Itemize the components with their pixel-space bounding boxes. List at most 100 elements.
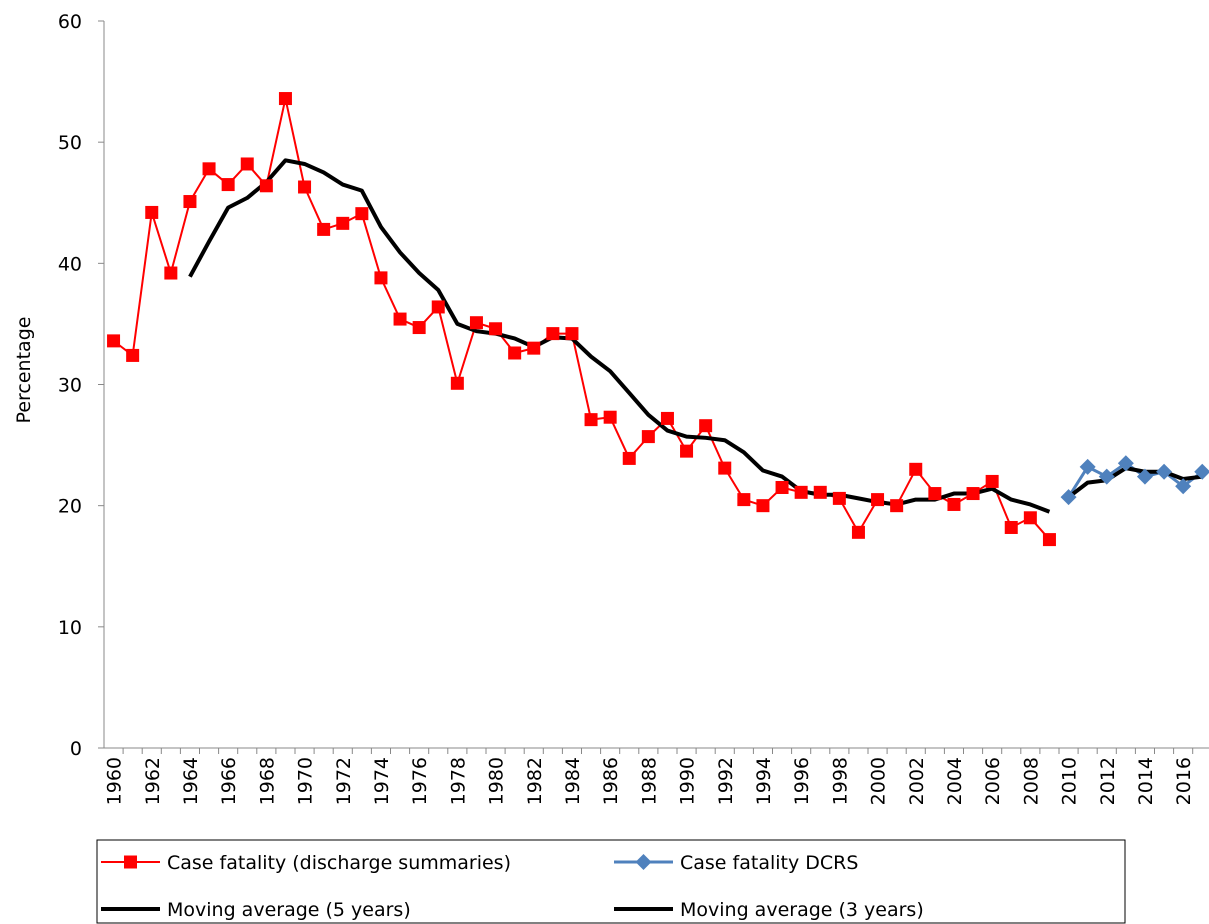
y-tick-label: 30	[58, 375, 82, 397]
point	[1004, 520, 1018, 534]
point	[890, 499, 904, 513]
point	[107, 334, 121, 348]
y-tick-label: 0	[70, 738, 82, 760]
x-tick-label: 1980	[486, 757, 508, 805]
x-tick-label: 2016	[1173, 757, 1195, 805]
point	[259, 179, 273, 193]
x-tick-label: 2000	[868, 757, 890, 805]
x-tick-label: 1994	[753, 757, 775, 805]
legend-label: Moving average (5 years)	[167, 899, 411, 921]
point	[183, 195, 197, 209]
point	[635, 854, 652, 870]
point	[412, 321, 426, 335]
point	[1194, 463, 1209, 480]
point	[336, 216, 350, 230]
series-line	[1067, 466, 1203, 499]
x-tick-label: 1966	[218, 757, 240, 805]
x-tick-label: 2014	[1135, 757, 1157, 805]
point	[718, 461, 732, 475]
point	[1060, 489, 1077, 506]
x-tick-label: 1984	[562, 757, 584, 805]
point	[164, 266, 178, 280]
point	[775, 480, 789, 494]
x-tick-label: 1970	[295, 757, 317, 805]
legend-label: Case fatality DCRS	[680, 852, 858, 874]
point	[1156, 463, 1173, 480]
x-tick-label: 2002	[906, 757, 928, 805]
y-tick-label: 40	[58, 253, 82, 275]
x-tick-label: 1964	[180, 757, 202, 805]
y-axis-title: Percentage	[13, 317, 35, 424]
point	[622, 451, 636, 465]
point	[1136, 468, 1153, 485]
x-tick-label: 1982	[524, 757, 546, 805]
point	[145, 205, 159, 219]
point	[1117, 455, 1134, 472]
point	[641, 430, 655, 444]
x-tick-label: 2008	[1020, 757, 1042, 805]
point	[1042, 533, 1056, 547]
point	[298, 180, 312, 194]
point	[832, 491, 846, 505]
point	[317, 222, 331, 236]
x-tick-label: 1962	[142, 757, 164, 805]
point	[278, 92, 292, 106]
y-tick-label: 10	[58, 617, 82, 639]
point	[355, 207, 369, 221]
y-tick-label: 60	[58, 11, 82, 33]
point	[374, 271, 388, 285]
point	[851, 525, 865, 539]
point	[126, 348, 140, 362]
x-tick-label: 1992	[715, 757, 737, 805]
x-tick-label: 1996	[791, 757, 813, 805]
point	[985, 474, 999, 488]
x-tick-label: 2004	[944, 757, 966, 805]
x-tick-label: 1998	[829, 757, 851, 805]
point	[813, 485, 827, 499]
point	[546, 327, 560, 341]
x-tick-label: 1986	[600, 757, 622, 805]
point	[909, 462, 923, 476]
x-tick-label: 1988	[638, 757, 660, 805]
point	[1079, 458, 1096, 475]
point	[1098, 468, 1115, 485]
legend-label: Moving average (3 years)	[680, 899, 924, 921]
legend-box	[96, 839, 1126, 924]
point	[871, 493, 885, 507]
legend-label: Case fatality (discharge summaries)	[167, 852, 511, 874]
point	[1175, 478, 1192, 495]
point	[966, 487, 980, 501]
point	[603, 410, 617, 424]
x-tick-label: 1974	[371, 757, 393, 805]
point	[527, 341, 541, 355]
point	[947, 497, 961, 511]
x-tick-label: 1968	[256, 757, 278, 805]
point	[584, 413, 598, 427]
x-tick-label: 1960	[104, 757, 126, 805]
point	[469, 316, 483, 330]
point	[508, 346, 522, 360]
series-line	[112, 97, 1051, 541]
point	[756, 499, 770, 513]
point	[660, 411, 674, 425]
point	[240, 157, 254, 171]
point	[221, 178, 235, 192]
y-tick-label: 50	[58, 132, 82, 154]
point	[431, 300, 445, 314]
x-tick-label: 1990	[677, 757, 699, 805]
point	[124, 855, 137, 869]
point	[1023, 511, 1037, 525]
point	[565, 327, 579, 341]
point	[699, 419, 713, 433]
x-tick-label: 2006	[982, 757, 1004, 805]
point	[489, 322, 503, 336]
point	[450, 376, 464, 390]
y-tick-label: 20	[58, 496, 82, 518]
point	[393, 312, 407, 326]
series-line	[188, 158, 1051, 514]
x-tick-label: 2010	[1059, 757, 1081, 805]
x-tick-label: 1972	[333, 757, 355, 805]
point	[794, 485, 808, 499]
point	[737, 493, 751, 507]
